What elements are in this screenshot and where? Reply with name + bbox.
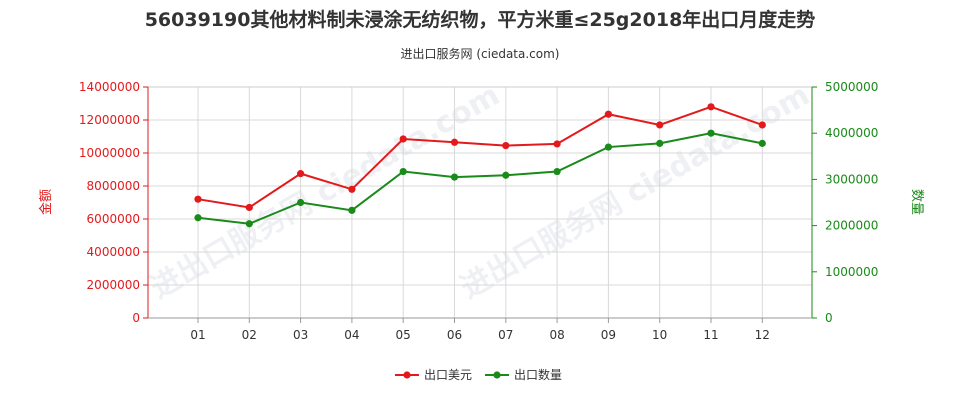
- series-point-0: [553, 140, 561, 148]
- series-point-1: [194, 214, 202, 222]
- y-tick-label-left: 8000000: [87, 179, 140, 193]
- chart-title: 56039190其他材料制未浸涂无纺织物，平方米重≤25g2018年出口月度走势: [145, 8, 816, 31]
- x-tick-label: 05: [396, 328, 411, 342]
- y-axis-left-title: 金额: [38, 189, 54, 215]
- series-point-0: [245, 203, 253, 212]
- series-point-1: [348, 206, 356, 214]
- y-tick-label-left: 6000000: [87, 212, 140, 226]
- x-tick-label: 08: [549, 328, 564, 342]
- legend-label-1: 出口数量: [514, 367, 562, 382]
- legend-marker-0: [403, 371, 411, 379]
- series-line-0: [197, 105, 763, 209]
- chart-subtitle: 进出口服务网 (ciedata.com): [401, 46, 560, 61]
- y-tick-label-right: 2000000: [825, 219, 878, 233]
- y-tick-label-right: 5000000: [825, 80, 878, 94]
- y-tick-label-right: 1000000: [825, 265, 878, 279]
- watermark-text: 进出口服务网 ciedata.com: [455, 78, 816, 306]
- series-point-0: [399, 135, 407, 143]
- y-tick-label-right: 3000000: [825, 172, 878, 186]
- series-point-1: [758, 139, 766, 147]
- y-tick-label-left: 2000000: [87, 278, 140, 292]
- y-tick-label-left: 14000000: [79, 80, 140, 94]
- series-point-1: [245, 220, 253, 228]
- y-tick-label-right: 4000000: [825, 126, 878, 140]
- series-point-1: [553, 167, 561, 176]
- legend: 出口美元 出口数量: [395, 367, 562, 382]
- watermark-text: 进出口服务网 ciedata.com: [145, 78, 506, 306]
- x-tick-label: 10: [652, 328, 667, 342]
- y-axis-right-title: 数量: [909, 189, 924, 215]
- x-tick-label: 01: [190, 328, 205, 342]
- series-line-1: [197, 132, 763, 225]
- grid: [147, 86, 813, 319]
- series-point-0: [758, 121, 766, 129]
- x-tick-label: 03: [293, 328, 308, 342]
- y-tick-label-left: 12000000: [79, 113, 140, 127]
- y-tick-label-left: 10000000: [79, 146, 140, 160]
- x-tick-label: 06: [447, 328, 462, 342]
- x-tick-label: 02: [242, 328, 257, 342]
- series-point-0: [348, 185, 356, 193]
- legend-label-0: 出口美元: [424, 368, 472, 382]
- x-tick-label: 09: [601, 328, 616, 342]
- series-point-1: [707, 129, 715, 137]
- series-point-0: [656, 121, 664, 129]
- series-point-1: [399, 167, 407, 176]
- series-point-1: [450, 173, 459, 181]
- series-point-0: [707, 103, 715, 111]
- x-tick-label: 04: [344, 328, 359, 342]
- y-tick-label-left: 4000000: [87, 245, 140, 259]
- series-point-0: [502, 141, 510, 150]
- y-tick-label-left: 0: [132, 311, 140, 325]
- axes: 0200000040000006000000800000010000000120…: [38, 80, 924, 342]
- series-point-1: [502, 171, 510, 179]
- legend-marker-1: [493, 371, 501, 379]
- x-tick-label: 07: [498, 328, 513, 342]
- series-point-1: [656, 139, 664, 147]
- series-point-0: [604, 110, 613, 118]
- series-layer: [194, 103, 766, 228]
- series-point-1: [297, 198, 305, 207]
- y-tick-label-right: 0: [825, 311, 833, 325]
- series-point-0: [194, 195, 202, 203]
- x-tick-label: 12: [755, 328, 770, 342]
- series-point-0: [297, 170, 305, 178]
- series-point-1: [604, 143, 613, 151]
- x-tick-label: 11: [703, 328, 718, 342]
- series-point-0: [450, 138, 459, 146]
